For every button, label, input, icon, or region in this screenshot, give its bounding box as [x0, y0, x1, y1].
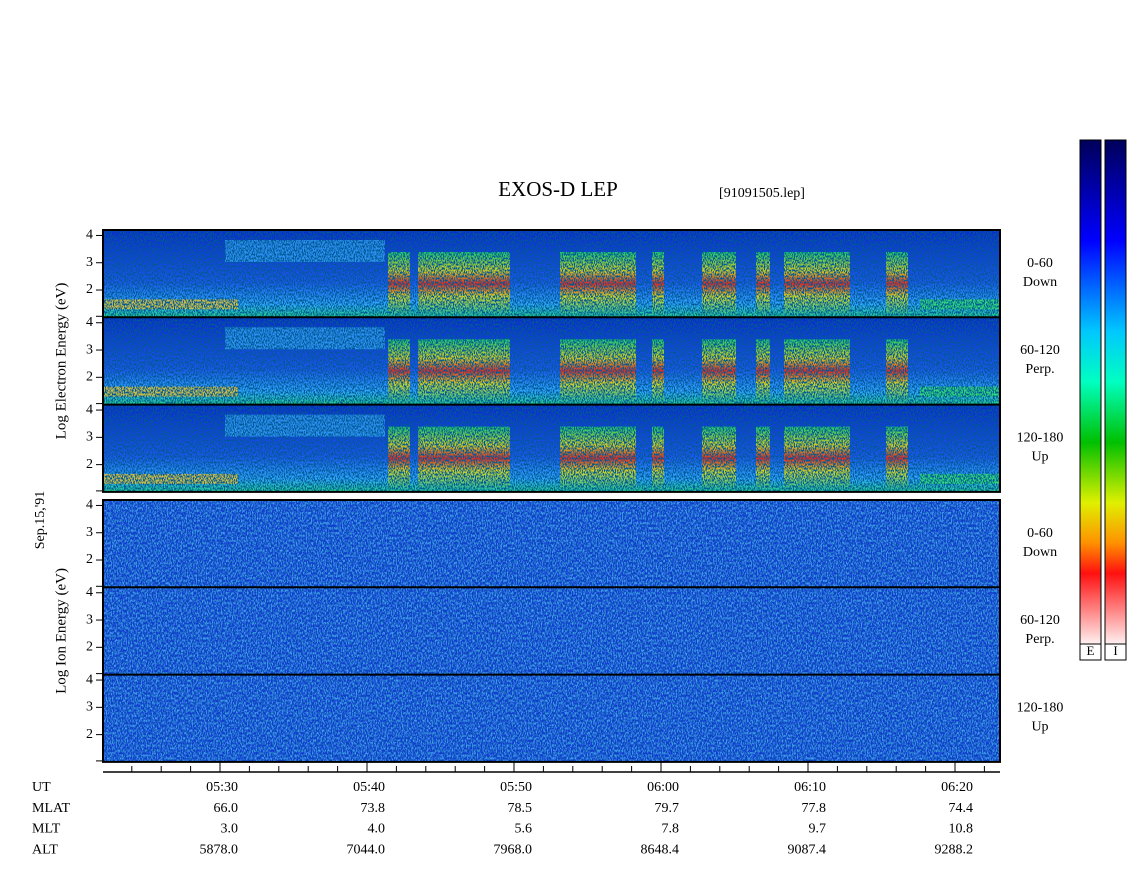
orbit-value: 77.8	[802, 801, 827, 816]
panel-direction: Perp.	[1025, 362, 1054, 377]
orbit-label: ALT	[32, 842, 58, 857]
panel-direction: Down	[1023, 275, 1057, 290]
y-tick-label: 2	[86, 457, 93, 472]
y-tick-label: 2	[86, 640, 93, 655]
orbit-label: UT	[32, 780, 51, 795]
colorbar	[1079, 139, 1102, 645]
orbit-value: 79.7	[655, 801, 680, 816]
noise	[103, 317, 1000, 405]
orbit-value: 9087.4	[788, 842, 827, 857]
noise	[103, 404, 1000, 492]
y-tick-label: 3	[86, 700, 93, 715]
orbit-value: 5878.0	[200, 842, 239, 857]
panel-angle: 60-120	[1020, 613, 1060, 628]
panel-angle: 0-60	[1027, 256, 1053, 271]
y-tick-label: 4	[86, 315, 93, 330]
date: Sep.15,'91	[33, 491, 48, 550]
x-tick-label: 06:00	[647, 780, 679, 795]
orbit-value: 3.0	[221, 822, 239, 837]
y-tick-label: 2	[86, 727, 93, 742]
noise	[103, 230, 1000, 318]
orbit-value: 78.5	[508, 801, 533, 816]
y-tick-label: 3	[86, 430, 93, 445]
title: EXOS-D LEP	[498, 177, 618, 201]
panel-direction: Down	[1023, 545, 1057, 560]
orbit-value: 8648.4	[641, 842, 680, 857]
y-tick-label: 4	[86, 672, 93, 687]
colorbar	[1104, 139, 1127, 645]
panel-direction: Up	[1031, 449, 1048, 464]
y-tick-label: 4	[86, 498, 93, 513]
y-axis-label: Log Ion Energy (eV)	[53, 568, 69, 694]
y-tick-label: 4	[86, 585, 93, 600]
noise	[103, 587, 1000, 675]
y-tick-label: 4	[86, 402, 93, 417]
colorbar-label: I	[1113, 643, 1117, 658]
y-tick-label: 2	[86, 552, 93, 567]
orbit-value: 73.8	[361, 801, 386, 816]
y-tick-label: 3	[86, 525, 93, 540]
y-tick-label: 3	[86, 255, 93, 270]
y-tick-label: 2	[86, 370, 93, 385]
orbit-value: 4.0	[368, 822, 386, 837]
colorbar-label-box	[1079, 643, 1102, 661]
orbit-value: 7.8	[662, 822, 680, 837]
x-tick-label: 05:50	[500, 780, 532, 795]
x-tick-label: 06:20	[941, 780, 973, 795]
orbit-value: 9288.2	[935, 842, 974, 857]
panel-direction: Up	[1031, 719, 1048, 734]
orbit-value: 66.0	[214, 801, 239, 816]
colorbar-label-box	[1104, 643, 1127, 661]
orbit-value: 7968.0	[494, 842, 533, 857]
noise	[103, 674, 1000, 762]
file-name: [91091505.lep]	[719, 186, 805, 201]
x-tick-label: 05:40	[353, 780, 385, 795]
x-tick-label: 05:30	[206, 780, 238, 795]
panel-angle: 120-180	[1017, 430, 1064, 445]
panel-direction: Perp.	[1025, 632, 1054, 647]
group-frame	[102, 229, 1001, 493]
colorbar-label: E	[1087, 643, 1095, 658]
orbit-value: 74.4	[949, 801, 974, 816]
panel-angle: 0-60	[1027, 526, 1053, 541]
y-axis-label: Log Electron Energy (eV)	[53, 283, 69, 440]
panel-angle: 60-120	[1020, 343, 1060, 358]
x-tick-label: 06:10	[794, 780, 826, 795]
orbit-value: 10.8	[949, 822, 974, 837]
y-tick-label: 2	[86, 282, 93, 297]
y-tick-label: 4	[86, 228, 93, 243]
orbit-value: 9.7	[809, 822, 827, 837]
group-frame	[102, 499, 1001, 763]
orbit-value: 5.6	[515, 822, 533, 837]
y-tick-label: 3	[86, 342, 93, 357]
orbit-value: 7044.0	[347, 842, 386, 857]
orbit-label: MLT	[32, 822, 61, 837]
orbit-label: MLAT	[32, 801, 71, 816]
noise	[103, 500, 1000, 588]
y-tick-label: 3	[86, 612, 93, 627]
panel-angle: 120-180	[1017, 700, 1064, 715]
